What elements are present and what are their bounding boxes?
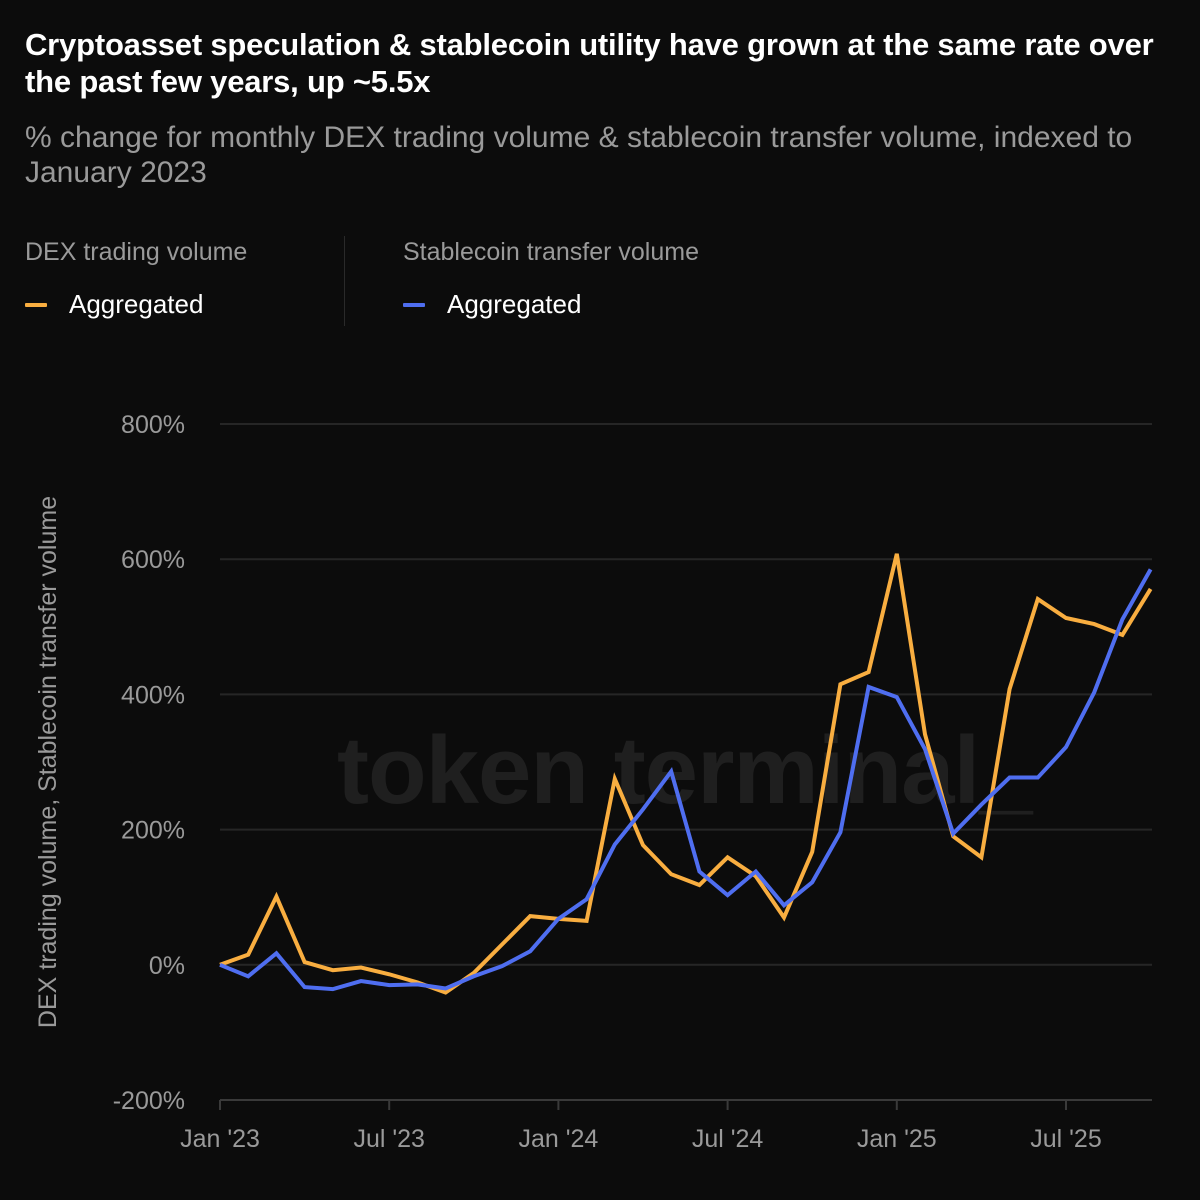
x-tick-label: Jan '24 [518,1125,598,1153]
legend-item-stablecoin-aggregated[interactable]: Aggregated [403,289,699,320]
legend-heading: Stablecoin transfer volume [403,238,699,266]
legend-group-stablecoin: Stablecoin transfer volume Aggregated [403,238,699,320]
y-tick-label: 800% [121,411,185,439]
y-tick-label: 0% [149,952,185,980]
x-tick-label: Jul '23 [353,1125,424,1153]
y-tick-label: -200% [113,1087,185,1115]
x-tick-label: Jan '25 [857,1125,937,1153]
y-tick-label: 400% [121,681,185,709]
y-tick-label: 600% [121,546,185,574]
chart-title: Cryptoasset speculation & stablecoin uti… [25,27,1154,99]
legend-divider [344,236,345,326]
x-tick-label: Jul '24 [692,1125,764,1153]
legend-label: Aggregated [69,289,204,319]
chart-subtitle: % change for monthly DEX trading volume … [25,121,1133,189]
legend-group-dex: DEX trading volume Aggregated [25,238,247,320]
series-line-dex [219,553,1153,995]
y-tick-label: 200% [121,817,185,845]
legend-heading: DEX trading volume [25,238,248,266]
legend-item-dex-aggregated[interactable]: Aggregated [25,289,247,320]
y-axis-label: DEX trading volume, Stablecoin transfer … [34,496,62,1028]
x-tick-label: Jul '25 [1030,1125,1101,1153]
x-tick-label: Jan '23 [180,1125,260,1153]
series-line-stablecoin [219,568,1153,992]
legend-swatch [25,302,47,307]
legend-swatch [403,302,425,307]
legend-label: Aggregated [447,289,582,319]
